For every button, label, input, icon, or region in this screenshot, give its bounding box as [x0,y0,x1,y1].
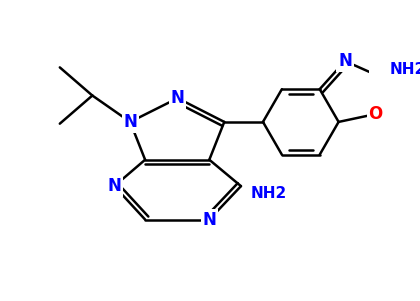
Text: N: N [338,52,352,70]
Text: NH2: NH2 [251,186,287,201]
Text: N: N [108,177,121,195]
Text: N: N [202,210,216,228]
Text: NH2: NH2 [390,62,420,77]
Text: N: N [171,89,185,107]
Text: N: N [123,113,137,131]
Text: O: O [368,105,383,123]
